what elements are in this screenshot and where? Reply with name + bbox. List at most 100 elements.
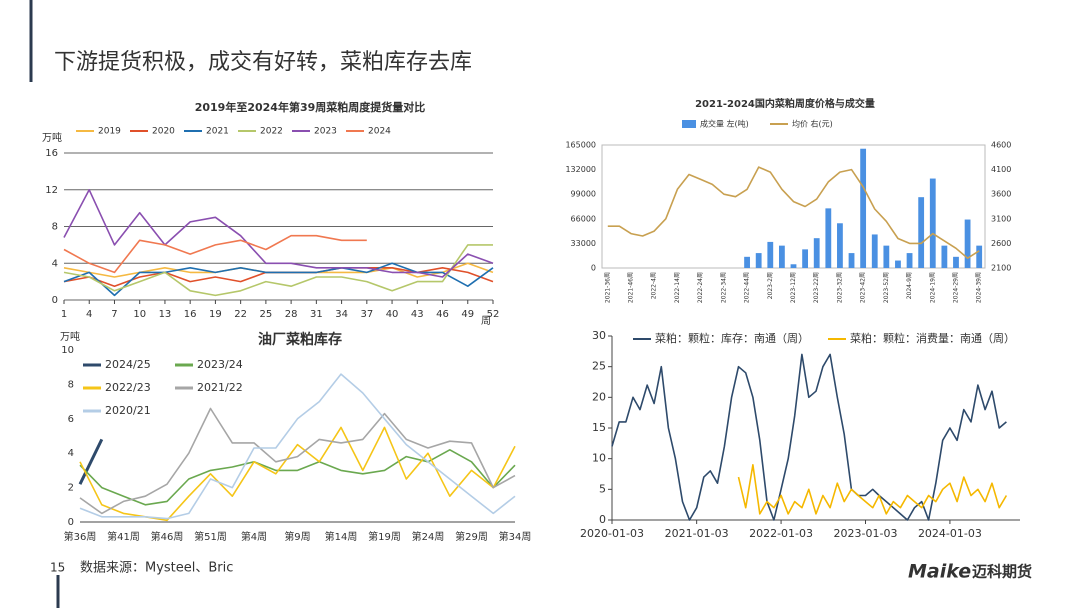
series-line [79, 407, 516, 515]
x-tick-label: 2023-22周 [813, 272, 820, 303]
legend-label: 均价 右(元) [792, 119, 833, 129]
y2-tick-label: 4600 [991, 141, 1011, 150]
x-tick-label: 10 [133, 309, 146, 320]
series-line [607, 166, 980, 259]
x-tick-label: 2023-01-03 [834, 527, 898, 540]
x-tick-label: 2020-01-03 [580, 527, 644, 540]
x-tick-label: 7 [111, 309, 117, 320]
series-line [78, 438, 104, 485]
legend-label: 2020 [152, 127, 175, 137]
page-number: 15 [50, 561, 65, 575]
x-tick-label: 2022-44周 [744, 272, 751, 303]
y2-tick-label: 2600 [991, 239, 1011, 248]
x-tick-label: 第29周 [455, 530, 488, 543]
y-unit: 万吨 [60, 330, 80, 343]
bar [895, 260, 901, 268]
x-tick-label: 2024-9周 [906, 272, 913, 299]
x-tick-label: 第9周 [284, 530, 310, 543]
y-tick-label: 15 [592, 421, 606, 434]
x-tick-label: 52 [487, 309, 500, 320]
x-tick-label: 49 [461, 309, 474, 320]
x-tick-label: 第34周 [499, 530, 532, 543]
bar [813, 238, 820, 268]
bar [837, 223, 843, 268]
x-tick-label: 2023-12周 [790, 272, 797, 303]
legend-label: 2023/24 [197, 358, 243, 371]
x-tick-label: 2021-36周 [604, 272, 611, 303]
x-axis-label: 周 [481, 315, 491, 327]
y2-tick-label: 3100 [991, 214, 1011, 223]
y-tick-label: 0 [599, 513, 606, 526]
y-tick-label: 10 [592, 452, 606, 465]
x-tick-label: 25 [260, 309, 273, 320]
bar [941, 245, 948, 268]
y-tick-label: 165000 [565, 141, 596, 150]
chart-title: 2019年至2024年第39周菜粕周度提货量对比 [195, 100, 426, 114]
y-unit: 万吨 [42, 131, 62, 144]
x-tick-label: 37 [360, 309, 373, 320]
x-tick-label: 28 [285, 309, 298, 320]
x-tick-label: 2022-4周 [651, 272, 658, 299]
y-tick-label: 99000 [571, 190, 596, 199]
x-tick-label: 2024-19周 [929, 272, 936, 303]
legend-label: 2020/21 [105, 404, 151, 417]
x-tick-label: 2023-42周 [860, 272, 867, 303]
y-tick-label: 4 [68, 448, 74, 459]
y-tick-label: 4 [52, 258, 58, 269]
bar [767, 241, 774, 268]
x-tick-label: 2023-2周 [767, 272, 774, 299]
slide-title: 下游提货积极，成交有好转，菜粕库存去库 [54, 50, 472, 75]
bar [778, 245, 785, 268]
bar [883, 245, 890, 268]
y-tick-label: 0 [52, 295, 58, 306]
x-tick-label: 第46周 [151, 530, 184, 543]
x-tick-label: 31 [310, 309, 323, 320]
x-tick-label: 第4周 [241, 530, 267, 543]
x-tick-label: 2021-46周 [628, 272, 635, 303]
x-tick-label: 第36周 [64, 530, 97, 543]
x-tick-label: 43 [411, 309, 424, 320]
bar [929, 178, 936, 268]
legend-label: 2024 [368, 127, 391, 137]
series-line [79, 373, 516, 520]
bar [755, 253, 762, 268]
bar [953, 256, 959, 268]
y-tick-label: 10 [61, 345, 74, 356]
x-tick-label: 第51周 [194, 530, 227, 543]
legend-label: 菜粕：颗粒：消费量：南通（周） [850, 331, 1015, 345]
x-tick-label: 2022-01-03 [749, 527, 813, 540]
x-tick-label: 2022-24周 [697, 272, 704, 303]
x-tick-label: 1 [61, 309, 67, 320]
y-tick-label: 2 [68, 483, 74, 494]
legend-label: 2022 [260, 127, 283, 137]
logo-name: 迈科期货 [972, 563, 1032, 581]
x-tick-label: 第19周 [368, 530, 401, 543]
chart-title: 2021-2024国内菜粕周度价格与成交量 [695, 97, 875, 110]
y2-tick-label: 4100 [991, 165, 1011, 174]
x-tick-label: 16 [184, 309, 197, 320]
y-tick-label: 0 [591, 264, 596, 273]
source-note: 数据来源：Mysteel、Bric [80, 561, 233, 576]
x-tick-label: 2023-32周 [836, 272, 843, 303]
x-tick-label: 34 [335, 309, 348, 320]
y-tick-label: 12 [45, 185, 58, 196]
y-tick-label: 20 [592, 390, 606, 403]
y-tick-label: 6 [68, 414, 74, 425]
bar [871, 234, 878, 268]
x-tick-label: 2022-14周 [674, 272, 681, 303]
bar [964, 219, 971, 268]
bar [825, 208, 832, 268]
series-line [63, 244, 493, 297]
y-tick-label: 0 [68, 517, 74, 528]
y-tick-label: 16 [45, 148, 58, 159]
x-tick-label: 第14周 [325, 530, 358, 543]
series-line [79, 449, 516, 506]
legend-label: 2022/23 [105, 381, 151, 394]
x-tick-label: 40 [386, 309, 399, 320]
series-line [63, 189, 494, 278]
y-tick-label: 25 [592, 360, 606, 373]
x-tick-label: 13 [159, 309, 172, 320]
x-tick-label: 2024-01-03 [918, 527, 982, 540]
